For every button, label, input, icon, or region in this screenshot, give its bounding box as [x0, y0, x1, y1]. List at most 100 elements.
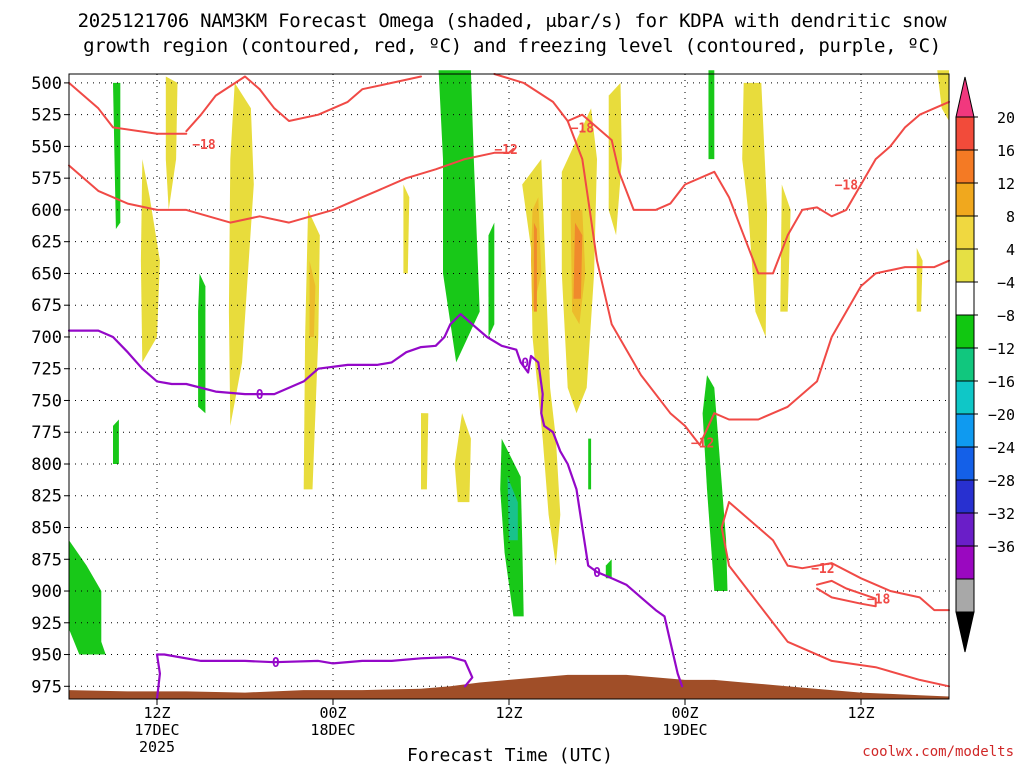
- colorbar-box-12: [955, 479, 975, 514]
- dgz-label-4: −12: [691, 436, 714, 451]
- omega-region-18: [533, 222, 537, 312]
- y-tick-label-550: 550: [31, 137, 62, 157]
- x-axis-label: Forecast Time (UTC): [407, 745, 613, 766]
- freezing-label-1: 0: [521, 356, 529, 371]
- y-tick-label-700: 700: [31, 328, 62, 348]
- terrain-fill: [69, 674, 949, 699]
- dgz-contour-7: [720, 501, 950, 688]
- freezing-label-0: 0: [256, 388, 264, 403]
- y-tick-label-675: 675: [31, 296, 62, 316]
- chart-title: 2025121706 NAM3KM Forecast Omega (shaded…: [77, 10, 947, 32]
- y-tick-label-500: 500: [31, 74, 62, 94]
- omega-region-5: [198, 273, 206, 414]
- colorbar-box-6: [955, 281, 975, 316]
- colorbar-label-10: −24: [988, 439, 1015, 457]
- dgz-label-3: −18: [835, 179, 859, 194]
- colorbar-box-10: [955, 413, 975, 448]
- y-tick-label-625: 625: [31, 233, 62, 253]
- x-tick-label-18: 00Z: [319, 704, 346, 722]
- x-tick-label-6: 12Z: [143, 704, 170, 722]
- colorbar-label-8: −16: [988, 373, 1015, 391]
- y-tick-label-900: 900: [31, 582, 62, 602]
- dgz-contour-8: [816, 579, 877, 608]
- y-tick-label-800: 800: [31, 455, 62, 475]
- colorbar-box-15: [955, 578, 975, 613]
- y-tick-label-775: 775: [31, 423, 62, 443]
- omega-region-10: [438, 70, 480, 363]
- colorbar-box-1: [955, 116, 975, 151]
- omega-region-0: [113, 82, 121, 229]
- colorbar-box-7: [955, 314, 975, 349]
- colorbar-label-7: −12: [988, 340, 1015, 358]
- y-tick-label-925: 925: [31, 614, 62, 634]
- omega-region-24: [605, 559, 612, 579]
- terrain-layer: [69, 674, 949, 699]
- dgz-contour-3: [258, 75, 422, 122]
- dgz-contour-4: [493, 73, 950, 275]
- colorbar-box-2: [955, 149, 975, 184]
- colorbar-label-4: 4: [1006, 241, 1015, 259]
- dgz-contour-2: [185, 75, 261, 133]
- colorbar-box-14: [955, 545, 975, 580]
- omega-region-13: [421, 413, 429, 490]
- y-tick-label-725: 725: [31, 360, 62, 380]
- dgz-contour-6: [728, 501, 950, 612]
- omega-region-2: [69, 540, 106, 655]
- y-tick-label-575: 575: [31, 169, 62, 189]
- omega-region-3: [140, 159, 160, 363]
- colorbar-box-9: [955, 380, 975, 415]
- freezing-contour-0: [67, 313, 684, 688]
- dgz-label-0: −18: [192, 138, 216, 153]
- gridlines: [69, 74, 949, 699]
- freezing-label-3: 0: [272, 656, 280, 671]
- colorbar-label-13: −36: [988, 538, 1015, 556]
- colorbar-label-12: −32: [988, 505, 1015, 523]
- omega-region-9: [403, 184, 410, 274]
- chart-subtitle: growth region (contoured, red, ºC) and f…: [83, 35, 941, 57]
- dgz-label-2: −18: [571, 121, 595, 136]
- x-tick-label-30: 12Z: [495, 704, 522, 722]
- omega-region-27: [742, 82, 768, 337]
- omega-region-26: [702, 375, 728, 591]
- y-tick-label-825: 825: [31, 487, 62, 507]
- y-tick-label-750: 750: [31, 391, 62, 411]
- contours-layer: [67, 73, 950, 701]
- colorbar-label-11: −28: [988, 472, 1015, 490]
- omega-region-21: [573, 222, 583, 299]
- colorbar: 20 16 12 8 4 −4 −8 −12 −16 −20 −24 −28 −32 −36: [955, 76, 1015, 653]
- omega-region-1: [113, 419, 119, 464]
- omega-region-15: [507, 476, 518, 541]
- omega-region-4: [165, 76, 178, 210]
- dgz-contour-5: [566, 120, 950, 446]
- credit-text: coolwx.com/modelts: [862, 744, 1014, 760]
- y-tick-label-975: 975: [31, 677, 62, 697]
- colorbar-box-5: [955, 248, 975, 283]
- colorbar-label-6: −8: [997, 307, 1015, 325]
- omega-region-7: [303, 209, 320, 490]
- colorbar-arrow-bottom: [955, 611, 975, 653]
- y-tick-label-850: 850: [31, 519, 62, 539]
- omega-region-29: [916, 248, 923, 312]
- shading-layer: [69, 70, 949, 655]
- colorbar-arrow-top: [955, 76, 975, 118]
- y-tick-label-525: 525: [31, 106, 62, 126]
- dgz-contour-1: [68, 147, 515, 224]
- colorbar-box-13: [955, 512, 975, 547]
- x-tick-label-42: 00Z: [671, 704, 698, 722]
- colorbar-box-3: [955, 182, 975, 217]
- x-tick-date-6: 17DEC: [134, 721, 179, 739]
- contour-labels: −18 −12 −18 −18 −12 −12 −18 0 0 0 0: [192, 121, 890, 671]
- dgz-label-6: −18: [867, 593, 891, 608]
- colorbar-label-1: 16: [997, 142, 1015, 160]
- x-tick-date-42: 19DEC: [662, 721, 707, 739]
- dgz-label-1: −12: [494, 143, 517, 158]
- dgz-label-5: −12: [811, 562, 834, 577]
- omega-region-11: [488, 222, 495, 337]
- colorbar-label-5: −4: [997, 274, 1015, 292]
- colorbar-box-8: [955, 347, 975, 382]
- y-tick-label-875: 875: [31, 550, 62, 570]
- x-tick-date-18: 18DEC: [310, 721, 355, 739]
- omega-region-23: [588, 438, 592, 490]
